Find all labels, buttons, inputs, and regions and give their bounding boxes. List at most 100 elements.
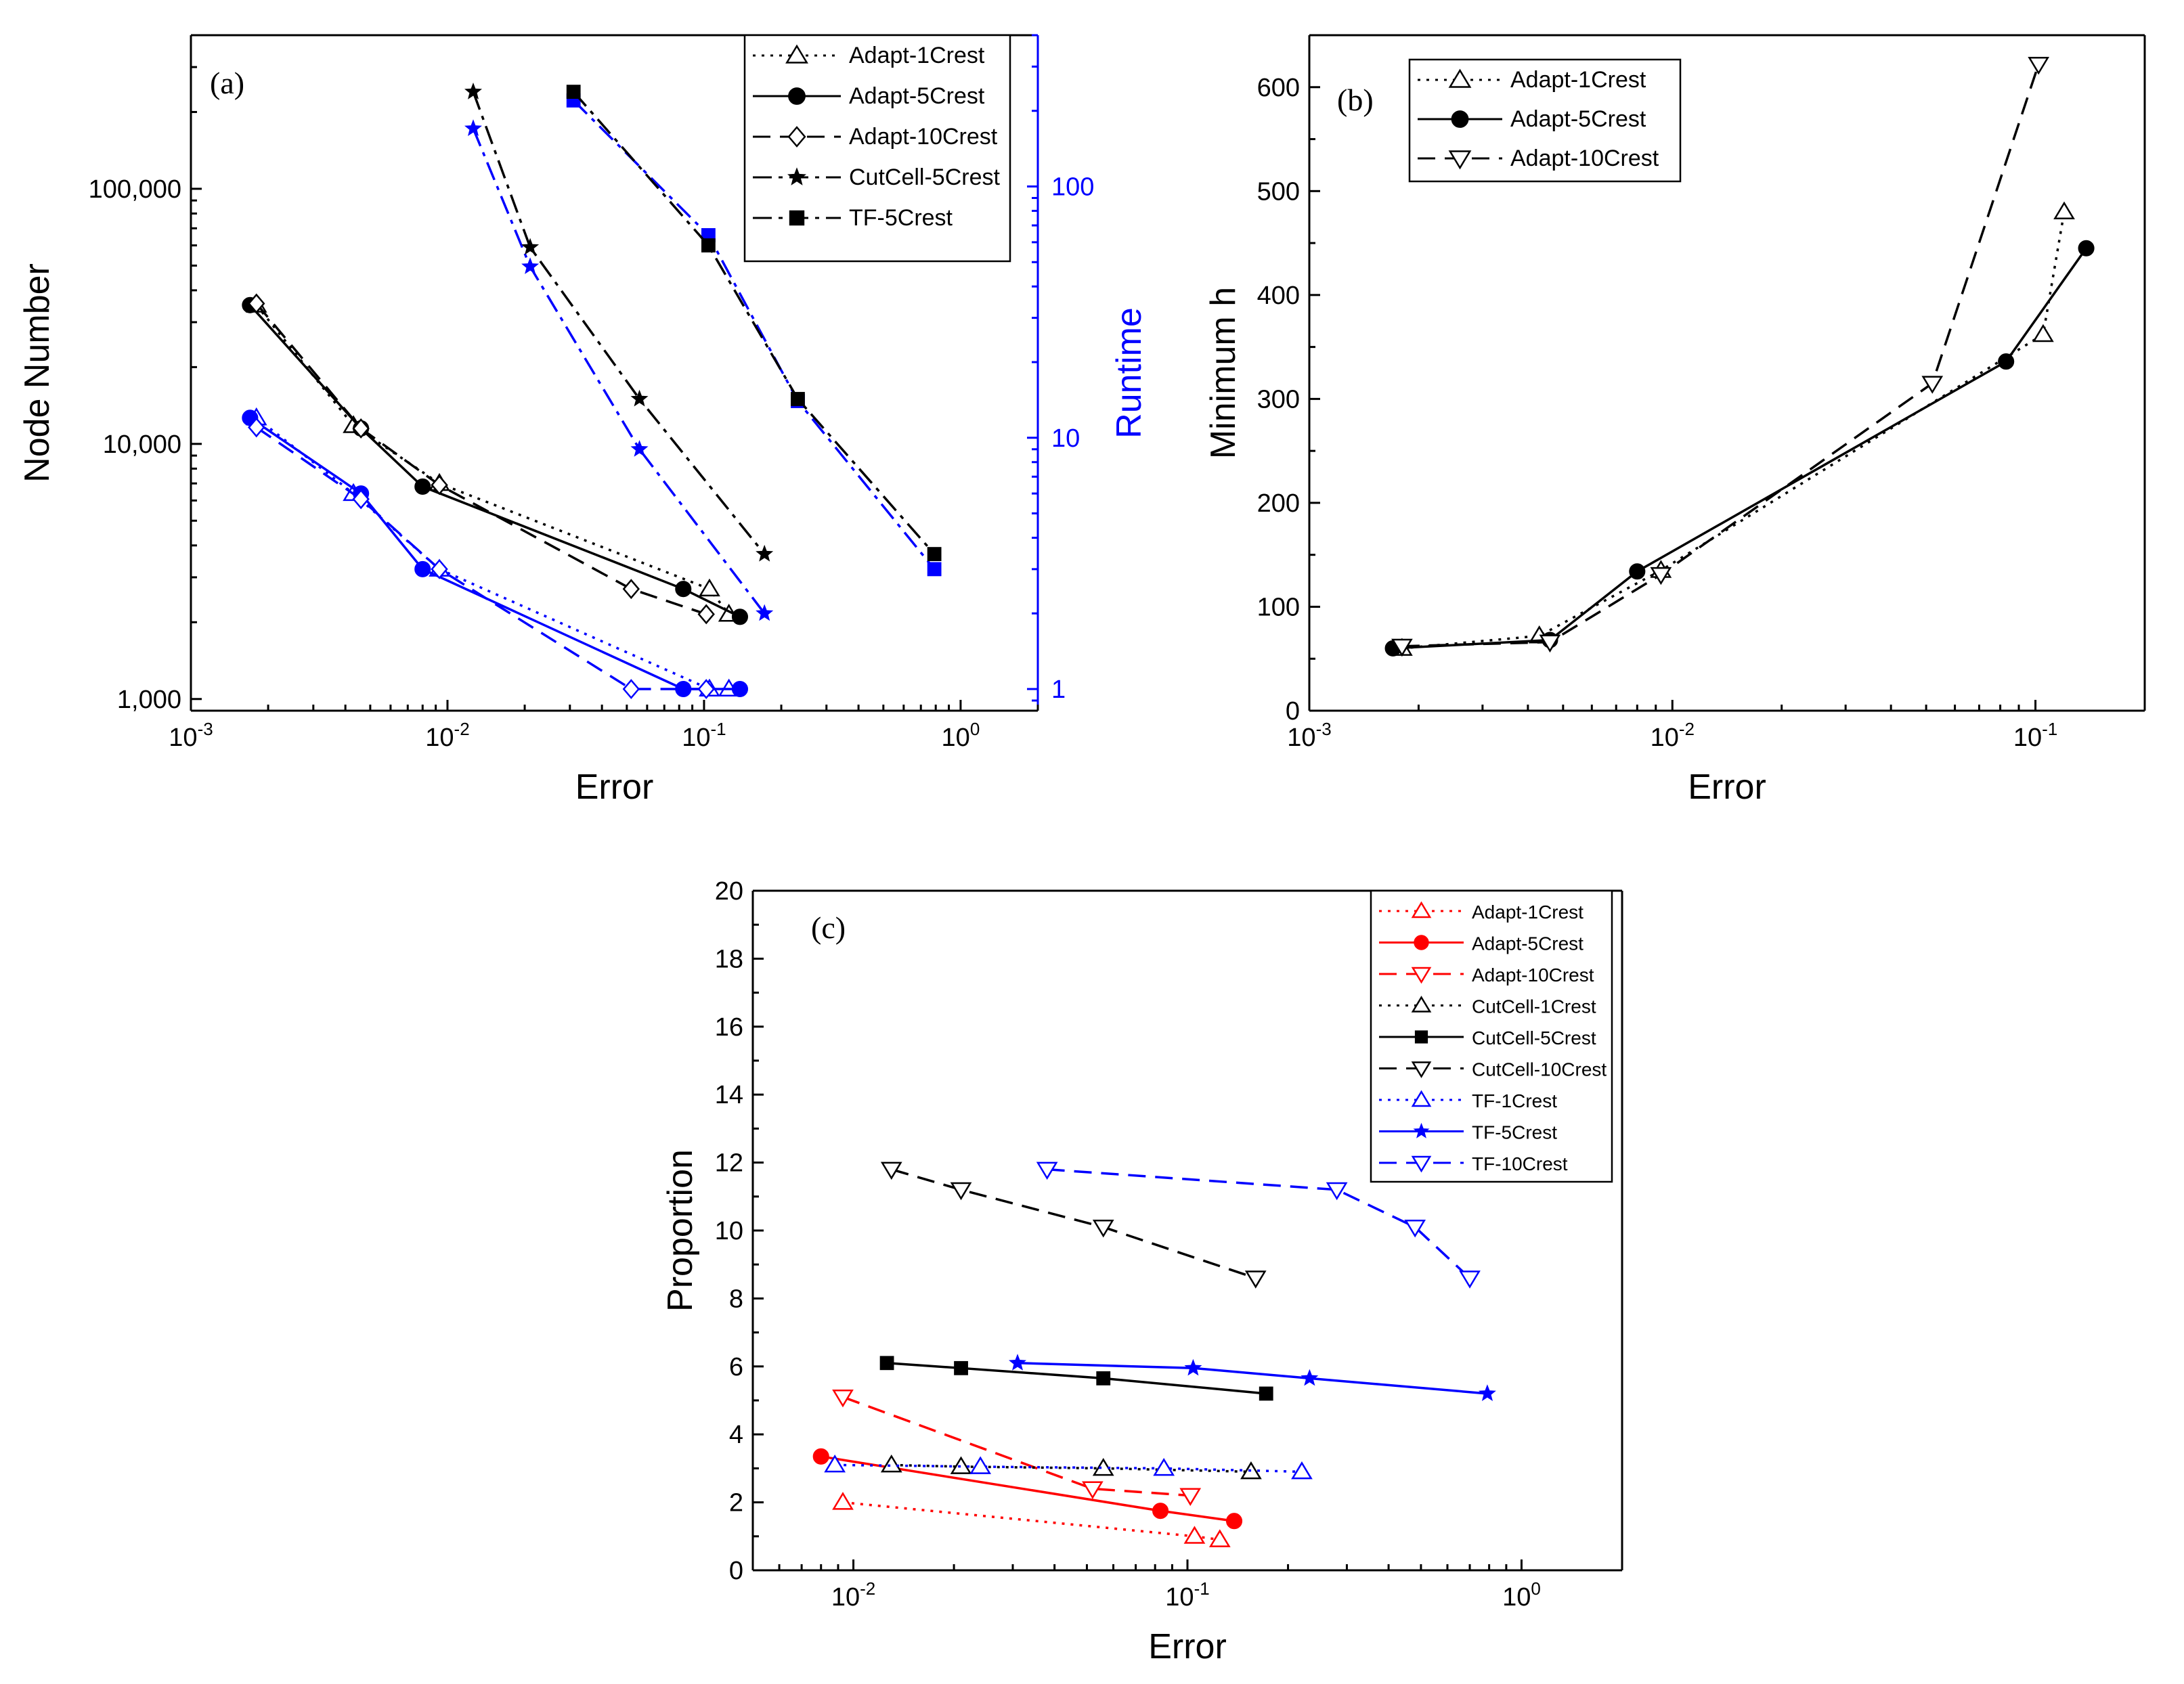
data-point-7-1 xyxy=(1184,1358,1202,1376)
y-tick-label-0: 1,000 xyxy=(117,686,181,714)
runtime-line-0 xyxy=(255,416,729,690)
data-series-adapt-10crest xyxy=(248,293,715,625)
legend: Adapt-1Crest Adapt-5Crest Adapt-10Crest Cut… xyxy=(743,34,1011,263)
legend-label-2: Adapt-10Crest xyxy=(1472,965,1594,985)
data-point-4-1 xyxy=(954,1360,968,1375)
legend: Adapt-1Crest Adapt-5Crest Adapt-10Crest xyxy=(1408,58,1682,183)
y-tick-label-3: 300 xyxy=(1257,385,1300,414)
data-line-1 xyxy=(821,1455,1235,1522)
y-axis-title: Proportion xyxy=(661,1149,700,1312)
data-point-7-0 xyxy=(1009,1354,1026,1371)
y-tick-label-1: 100 xyxy=(1257,593,1300,621)
runtime-line-3 xyxy=(472,128,766,615)
data-line-1 xyxy=(1393,247,2088,650)
data-point-0-4 xyxy=(2053,201,2075,220)
data-line-0 xyxy=(255,304,730,615)
y-tick-label-5: 10 xyxy=(715,1217,743,1245)
legend-marker-1 xyxy=(788,87,806,105)
data-point-1-4 xyxy=(731,608,749,625)
y-tick-label-1: 10,000 xyxy=(103,430,181,459)
runtime-point-3-2 xyxy=(630,440,649,457)
legend-marker-3 xyxy=(1411,996,1432,1013)
data-point-4-0 xyxy=(566,85,581,99)
data-point-1-0 xyxy=(812,1448,829,1465)
runtime-point-3-1 xyxy=(521,257,540,274)
x-tick-label-3: 100 xyxy=(942,719,980,752)
x-axis-title: Error xyxy=(1148,1627,1227,1666)
legend-marker-7 xyxy=(1413,1122,1430,1138)
data-point-0-2 xyxy=(1208,1529,1231,1547)
data-point-6-3 xyxy=(1291,1461,1313,1480)
runtime-point-1-4 xyxy=(731,680,749,698)
data-point-3-3 xyxy=(756,544,774,562)
y-tick-label-6: 12 xyxy=(715,1149,743,1178)
legend-label-5: CutCell-10Crest xyxy=(1472,1059,1607,1080)
data-point-0-3 xyxy=(699,578,720,597)
data-point-2-0 xyxy=(1391,638,1413,657)
data-point-6-2 xyxy=(1153,1457,1175,1476)
data-line-8 xyxy=(1047,1168,1471,1279)
y-tick-label-9: 18 xyxy=(715,945,743,973)
legend-label-4: CutCell-5Crest xyxy=(1472,1027,1596,1048)
legend-label-4: TF-5Crest xyxy=(849,205,953,231)
legend-label-3: CutCell-1Crest xyxy=(1472,996,1596,1017)
runtime-point-2-0 xyxy=(248,417,265,438)
data-line-2 xyxy=(842,1396,1191,1497)
y-axis-title: Node Number xyxy=(18,263,57,483)
panel-label: (a) xyxy=(210,66,244,100)
runtime-point-2-1 xyxy=(352,489,370,510)
y2-axis-title: Runtime xyxy=(1110,307,1149,439)
runtime-point-4-3 xyxy=(927,562,942,577)
data-point-8-1 xyxy=(1326,1182,1348,1201)
data-point-5-0 xyxy=(880,1161,902,1180)
panel-label: (b) xyxy=(1337,83,1374,117)
y-tick-label-10: 20 xyxy=(715,877,743,906)
legend-label-1: Adapt-5Crest xyxy=(1510,106,1646,132)
data-line-7 xyxy=(1017,1362,1488,1395)
legend-label-0: Adapt-1Crest xyxy=(1472,902,1584,923)
legend-marker-2 xyxy=(1411,967,1432,984)
data-point-2-1 xyxy=(352,418,370,439)
data-series-tf-1crest xyxy=(824,1454,1313,1480)
legend-marker-1 xyxy=(1414,935,1429,950)
legend-marker-8 xyxy=(1411,1155,1432,1173)
data-point-4-2 xyxy=(1096,1371,1111,1386)
data-point-4-3 xyxy=(1259,1386,1273,1401)
data-series-adapt-5crest xyxy=(812,1448,1243,1530)
data-point-2-0 xyxy=(832,1389,854,1408)
legend-marker-0 xyxy=(785,44,808,64)
data-series-adapt-1crest xyxy=(245,294,740,622)
data-point-5-1 xyxy=(950,1182,972,1201)
data-point-2-2 xyxy=(1650,567,1672,585)
data-point-7-3 xyxy=(1479,1384,1496,1401)
data-series-tf-5crest xyxy=(1009,1354,1496,1401)
legend-label-1: Adapt-5Crest xyxy=(1472,933,1584,954)
legend-label-3: CutCell-5Crest xyxy=(849,164,1000,190)
runtime-point-2-4 xyxy=(697,679,715,699)
y-tick-label-0: 0 xyxy=(1286,697,1300,726)
data-point-8-0 xyxy=(1036,1161,1058,1180)
y-tick-label-5: 500 xyxy=(1257,177,1300,206)
data-point-3-0 xyxy=(464,83,482,99)
x-tick-label-0: 10-3 xyxy=(169,719,213,752)
y-axis-title: Minimum h xyxy=(1204,287,1243,459)
data-line-6 xyxy=(835,1463,1303,1474)
data-point-2-4 xyxy=(2028,56,2050,75)
runtime-line-2 xyxy=(255,426,707,690)
x-axis-title: Error xyxy=(1688,768,1766,807)
y-tick-label-6: 600 xyxy=(1257,74,1300,102)
data-point-2-2 xyxy=(1179,1488,1202,1506)
runtime-series-cutcell-5crest xyxy=(464,119,774,621)
x-tick-label-0: 10-3 xyxy=(1287,719,1331,752)
runtime-point-1-2 xyxy=(414,560,431,577)
x-tick-label-2: 10-1 xyxy=(2013,719,2057,752)
x-tick-label-2: 10-1 xyxy=(682,719,726,752)
legend-label-0: Adapt-1Crest xyxy=(1510,67,1646,93)
data-point-4-3 xyxy=(927,547,942,561)
data-line-0 xyxy=(1401,211,2066,650)
data-point-3-0 xyxy=(880,1454,902,1473)
data-point-3-2 xyxy=(630,389,649,407)
data-series-cutcell-5crest xyxy=(464,83,774,562)
data-point-7-2 xyxy=(1301,1369,1319,1386)
data-point-1-3 xyxy=(1998,353,2015,370)
